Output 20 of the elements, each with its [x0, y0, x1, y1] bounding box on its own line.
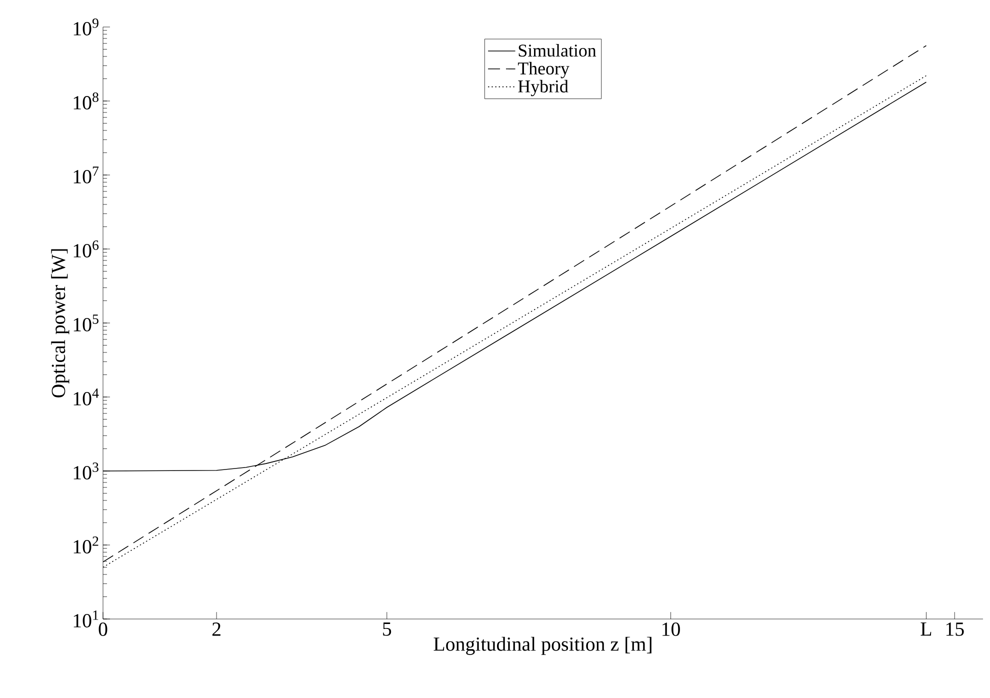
x-tick-label: 10: [662, 622, 680, 636]
y-tick-label: 10$^{8}$: [74, 92, 98, 110]
x-tick-label: 15: [946, 622, 964, 636]
x-tick-label: 2: [212, 622, 220, 636]
x-tick-label: 0: [98, 622, 108, 636]
y-tick-label: 10$^{6}$: [74, 240, 99, 258]
y-tick-label: 10$^{3}$: [74, 462, 98, 480]
legend-label: Theory: [518, 62, 570, 78]
y-tick-label: 10$^{7}$: [74, 166, 99, 184]
legend-label: Simulation: [518, 44, 596, 57]
y-tick-label: 10$^{1}$: [74, 610, 98, 628]
y-tick-label: 10$^{2}$: [74, 536, 98, 554]
y-tick-label: 10$^{9}$: [74, 18, 98, 36]
y-tick-label: 10$^{5}$: [74, 314, 98, 332]
x-axis-title: Longitudinal position z [m]: [434, 636, 652, 655]
x-tick-label: 5: [383, 622, 392, 636]
y-tick-label: 10$^{4}$: [74, 388, 99, 406]
y-axis-title: Optical power [W]: [51, 249, 70, 398]
x-tick-label: L: [920, 622, 932, 636]
legend-label: Hybrid: [518, 80, 568, 96]
